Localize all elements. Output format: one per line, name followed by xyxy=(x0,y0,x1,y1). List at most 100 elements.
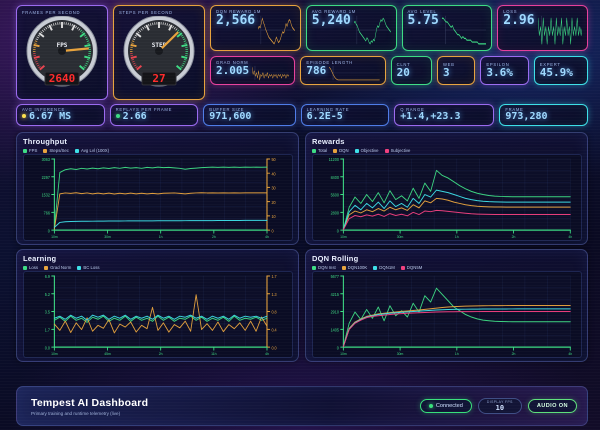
legend-item[interactable]: Total xyxy=(312,148,327,153)
panel-title: DQN Rolling xyxy=(312,254,359,263)
stat-value: 2,566 xyxy=(216,13,256,28)
stat-label: FRAME xyxy=(505,107,524,113)
stat-value: 20 xyxy=(396,66,410,80)
legend-label: Grad Norm xyxy=(50,265,72,270)
svg-text:6.9: 6.9 xyxy=(45,274,50,279)
audio-toggle-button[interactable]: AUDIO ON xyxy=(527,399,577,413)
telemetry-chip-row: AVG INFERENCE 6.67 MS REPLAYS PER FRAME … xyxy=(16,104,588,126)
sparkline xyxy=(328,65,380,81)
stat-card-dqn-reward-1m[interactable]: DQN REWARD 1M 2,566 xyxy=(210,5,301,51)
stat-label: CLNT xyxy=(396,62,411,68)
chart-plot-dqn-rolling[interactable]: 5677 4215 2910 1405 0 10m 30m 1h 2h 4h xyxy=(312,271,582,358)
svg-text:0: 0 xyxy=(48,228,51,233)
svg-text:27: 27 xyxy=(152,72,165,85)
stat-label: GRAD NORM xyxy=(216,60,249,65)
legend-item[interactable]: Loss xyxy=(23,265,38,270)
legend-item[interactable]: DQN1M xyxy=(373,265,395,270)
stat-card-loss[interactable]: LOSS 2.96 xyxy=(497,5,588,51)
stat-label: WEB xyxy=(442,62,455,68)
footer-titles: Tempest AI Dashboard Primary training an… xyxy=(31,397,148,416)
svg-text:5.2: 5.2 xyxy=(45,292,50,297)
legend-item[interactable]: FPS xyxy=(23,148,37,153)
legend-swatch-icon xyxy=(312,148,316,153)
legend-label: DQN Inst xyxy=(318,265,336,270)
legend-swatch-icon xyxy=(43,148,48,153)
stat-value: 973,280 xyxy=(505,111,548,123)
legend-item[interactable]: Subjective xyxy=(384,148,410,153)
charts-row-1: Throughput FPS Steps/Sec Avg Lvl (100X) 30… xyxy=(16,132,588,245)
panel-dqn-rolling: DQN Rolling DQN Inst DQN100K DQN1M DQN5M 56… xyxy=(305,249,588,362)
stat-card-epsilon[interactable]: EPSILON 3.6% xyxy=(480,56,529,85)
audio-toggle-label: AUDIO ON xyxy=(536,403,568,409)
stat-card-expert[interactable]: EXPERT 45.9% xyxy=(533,56,588,85)
svg-text:0: 0 xyxy=(271,228,274,233)
svg-text:2910: 2910 xyxy=(331,310,340,315)
stat-card-web[interactable]: WEB 3 xyxy=(436,56,476,85)
stat-card-replays-per-frame[interactable]: REPLAYS PER FRAME 2.66 xyxy=(109,104,199,126)
svg-text:1405: 1405 xyxy=(331,327,340,332)
legend-item[interactable]: DQN Inst xyxy=(312,265,336,270)
chart-plot-rewards[interactable]: 11200 8400 5600 2800 0 10m 30m 1h 2h 4h xyxy=(312,154,582,241)
svg-text:0: 0 xyxy=(337,345,340,350)
stat-card-avg-inference[interactable]: AVG INFERENCE 6.67 MS xyxy=(16,104,105,126)
legend-item[interactable]: BC Loss xyxy=(77,265,100,270)
stat-stack: DQN REWARD 1M 2,566 AVG REWARD 1M 5,240 … xyxy=(210,5,588,100)
legend-item[interactable]: Grad Norm xyxy=(44,265,71,270)
legend-swatch-icon xyxy=(373,265,378,270)
legend-item[interactable]: Avg Lvl (100X) xyxy=(74,148,109,153)
status-dot-icon xyxy=(115,114,120,119)
stat-value: 45.9% xyxy=(539,66,573,80)
svg-text:2h: 2h xyxy=(512,235,516,239)
svg-text:FPS: FPS xyxy=(57,42,68,49)
gauge-label: STEPS PER SECOND xyxy=(119,10,173,15)
stat-value: 971,600 xyxy=(209,111,252,123)
stat-card-q-range[interactable]: Q RANGE +1.4,+23.3 xyxy=(394,104,495,126)
legend-swatch-icon xyxy=(354,148,359,153)
svg-text:0.8: 0.8 xyxy=(271,310,277,315)
stat-value: 3 xyxy=(442,66,450,80)
stat-card-clnt[interactable]: CLNT 20 xyxy=(390,56,432,85)
stat-card-grad-norm[interactable]: GRAD NORM 2.005 xyxy=(210,56,296,85)
stat-value-wrap: 6.67 MS xyxy=(22,112,99,123)
svg-text:10m: 10m xyxy=(51,235,58,239)
charts-row-2: Learning Loss Grad Norm BC Loss 6.9 5.2 3.5 1… xyxy=(16,249,588,362)
svg-text:4h: 4h xyxy=(265,352,269,356)
stat-card-avg-reward-1m[interactable]: AVG REWARD 1M 5,240 xyxy=(305,5,397,51)
legend-label: FPS xyxy=(29,148,38,153)
gauge-card-fps[interactable]: FRAMES PER SECOND FPS 2640 xyxy=(16,5,108,100)
svg-text:10: 10 xyxy=(271,214,276,219)
legend-item[interactable]: DQN100K xyxy=(341,265,367,270)
legend-item[interactable]: Steps/Sec xyxy=(43,148,69,153)
display-fps-stepper[interactable]: DISPLAY FPS 10 xyxy=(477,398,522,414)
svg-text:1.7: 1.7 xyxy=(271,274,276,279)
svg-text:2297: 2297 xyxy=(42,175,50,180)
stat-value: 5,240 xyxy=(311,13,351,28)
legend-swatch-icon xyxy=(23,148,27,153)
legend-label: Steps/Sec xyxy=(49,148,69,153)
legend-item[interactable]: Objective xyxy=(354,148,379,153)
stat-card-frame[interactable]: FRAME 973,280 xyxy=(499,104,588,126)
svg-text:45m: 45m xyxy=(104,352,111,356)
legend-swatch-icon xyxy=(312,265,316,270)
stat-value: 2.96 xyxy=(503,13,535,28)
stat-card-learning-rate[interactable]: LEARNING RATE 6.2E-5 xyxy=(300,104,390,126)
chart-legend: Loss Grad Norm BC Loss xyxy=(23,265,293,270)
stat-card-avg-level[interactable]: AVG LEVEL 5.75 xyxy=(401,5,493,51)
panel-throughput: Throughput FPS Steps/Sec Avg Lvl (100X) 30… xyxy=(16,132,299,245)
stat-label: BUFFER SIZE xyxy=(209,107,245,113)
legend-item[interactable]: DQN xyxy=(333,148,349,153)
chart-plot-learning[interactable]: 6.9 5.2 3.5 1.7 0.0 1.7 1.3 0.8 0.4 0.0 10m 45m 2h 11… xyxy=(23,271,293,358)
svg-text:8400: 8400 xyxy=(331,175,340,180)
app-subtitle: Primary training and runtime telemetry (… xyxy=(31,410,121,416)
legend-swatch-icon xyxy=(341,265,346,270)
chart-plot-throughput[interactable]: 3063 2297 1532 766 0 50 40 30 20 10 0 10m 30m 1h 2h 4h xyxy=(23,154,293,241)
connection-status-badge[interactable]: Connected xyxy=(419,399,472,413)
legend-label: DQN1M xyxy=(379,265,395,270)
stat-card-episode-length[interactable]: EPISODE LENGTH 786 xyxy=(300,56,386,85)
svg-text:10m: 10m xyxy=(51,352,58,356)
svg-text:11h: 11h xyxy=(211,352,216,356)
stat-card-buffer-size[interactable]: BUFFER SIZE 971,600 xyxy=(203,104,296,126)
legend-item[interactable]: DQN5M xyxy=(400,265,422,270)
svg-text:30m: 30m xyxy=(397,235,404,239)
gauge-card-steps[interactable]: STEPS PER SECOND STEP 27 xyxy=(113,5,205,100)
